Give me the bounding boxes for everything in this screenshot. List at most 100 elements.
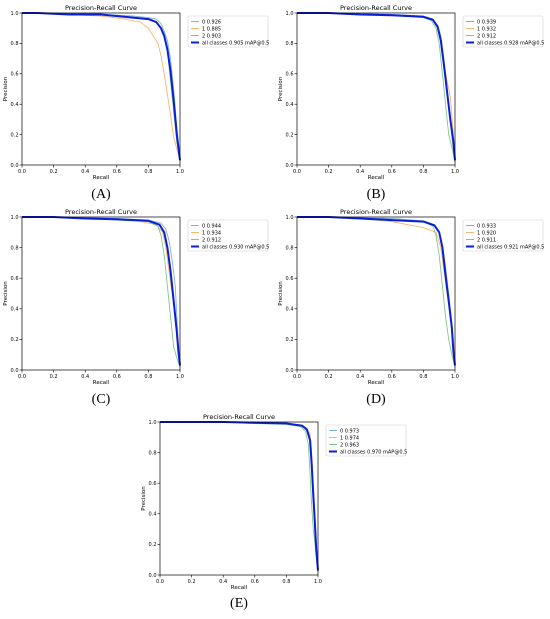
series-line-class-1 [22,216,181,364]
y-tick-label: 0.2 [286,337,294,343]
series-line-class-0 [22,12,181,158]
x-axis-label: Recall [231,585,248,591]
y-tick-label: 1.0 [149,420,157,426]
legend-entry: 1 0.932 [477,26,496,32]
x-tick-label: 0.8 [282,579,290,585]
x-axis-label: Recall [93,380,110,386]
x-tick-label: 0.8 [419,374,427,380]
chart-panel-b: Precision-Recall Curve 0.0 0.2 0.4 0.6 0.8 1.0… [278,4,544,202]
series-line-class-1 [160,421,319,569]
y-tick-label: 0.8 [286,41,294,47]
y-axis-label: Precision [278,281,284,306]
y-tick-label: 0.4 [149,512,157,518]
chart-panel-e: Precision-Recall Curve 0.0 0.2 0.4 0.6 0.8 1.0… [141,413,407,611]
x-tick-label: 0.2 [325,169,333,175]
legend-entry: 0 0.926 [202,19,221,25]
x-tick-label: 1.0 [176,169,184,175]
chart-title: Precision-Recall Curve [65,4,137,12]
y-tick-label: 0.2 [286,132,294,138]
panel-label: (C) [92,392,111,407]
x-tick-label: 0.8 [144,374,152,380]
series-line-class-0 [297,12,456,161]
y-tick-label: 0.0 [286,368,294,374]
y-tick-label: 1.0 [286,11,294,17]
x-tick-label: 0.2 [325,374,333,380]
x-tick-label: 0.6 [113,169,121,175]
x-tick-label: 0.2 [50,374,58,380]
legend-box [325,424,407,457]
legend-entry: 0 0.973 [340,428,359,434]
panel-label: (A) [91,187,111,202]
series-line-all-classes [22,216,181,366]
x-tick-label: 0.0 [293,374,301,380]
y-axis-label: Precision [278,76,284,101]
y-tick-label: 0.8 [11,41,19,47]
series-line-class-1 [297,216,456,364]
y-tick-label: 1.0 [11,215,19,221]
legend-box [462,219,544,252]
legend-entry: 0 0.944 [202,223,221,229]
series-line-all-classes [297,12,456,161]
y-tick-label: 0.6 [286,72,294,78]
x-tick-label: 0.4 [81,169,89,175]
y-tick-label: 0.2 [149,542,157,548]
legend-box [187,219,269,252]
x-axis-label: Recall [368,380,385,386]
legend-box [187,15,269,48]
y-tick-label: 0.0 [11,163,19,169]
plot-frame [159,421,319,576]
legend-entry: all classes 0.921 mAP@0.5 [477,244,544,250]
chart-panel-d: Precision-Recall Curve 0.0 0.2 0.4 0.6 0.8 1.0… [278,208,544,407]
legend-entry: all classes 0.930 mAP@0.5 [202,244,269,250]
x-tick-label: 1.0 [451,374,459,380]
x-tick-label: 1.0 [451,169,459,175]
panel-label: (D) [366,392,386,407]
y-axis-label: Precision [3,76,9,101]
x-tick-label: 0.4 [356,169,364,175]
y-tick-label: 0.0 [149,573,157,579]
series-line-class-2 [297,216,456,368]
y-tick-label: 0.2 [11,132,19,138]
series-line-class-0 [22,216,181,366]
series-line-all-classes [22,12,181,161]
x-tick-label: 0.2 [50,169,58,175]
legend-entry: 1 0.934 [202,230,221,236]
y-tick-label: 0.6 [11,276,19,282]
plot-frame [296,216,456,371]
legend-entry: 2 0.903 [202,33,221,39]
x-tick-label: 0.8 [419,169,427,175]
x-tick-label: 0.0 [293,169,301,175]
panel-label: (B) [367,187,386,202]
plot-frame [21,12,181,166]
legend-box [462,15,544,48]
legend-entry: 1 0.920 [477,230,496,236]
y-tick-label: 0.8 [149,450,157,456]
x-tick-label: 0.6 [113,374,121,380]
x-tick-label: 0.6 [388,169,396,175]
x-tick-label: 1.0 [314,579,322,585]
series-line-class-0 [160,421,319,571]
legend-entry: 2 0.912 [202,237,221,243]
y-tick-label: 0.0 [286,163,294,169]
y-tick-label: 0.6 [11,72,19,78]
x-tick-label: 0.4 [219,579,227,585]
series-line-class-2 [22,12,181,161]
x-tick-label: 0.2 [188,579,196,585]
y-axis-label: Precision [141,486,147,511]
y-tick-label: 0.4 [11,102,19,108]
series-line-class-1 [297,12,456,159]
legend-entry: 0 0.939 [477,19,496,25]
chart-panel-a: Precision-Recall Curve 0.0 0.2 0.4 0.6 0.8 1.0… [3,4,269,202]
panel-label: (E) [230,596,248,611]
x-tick-label: 0.4 [356,374,364,380]
y-tick-label: 0.6 [149,481,157,487]
plot-frame [21,216,181,371]
y-axis-label: Precision [3,281,9,306]
series-line-all-classes [160,421,319,571]
x-axis-label: Recall [93,175,110,181]
x-tick-label: 0.6 [388,374,396,380]
x-tick-label: 0.0 [18,169,26,175]
